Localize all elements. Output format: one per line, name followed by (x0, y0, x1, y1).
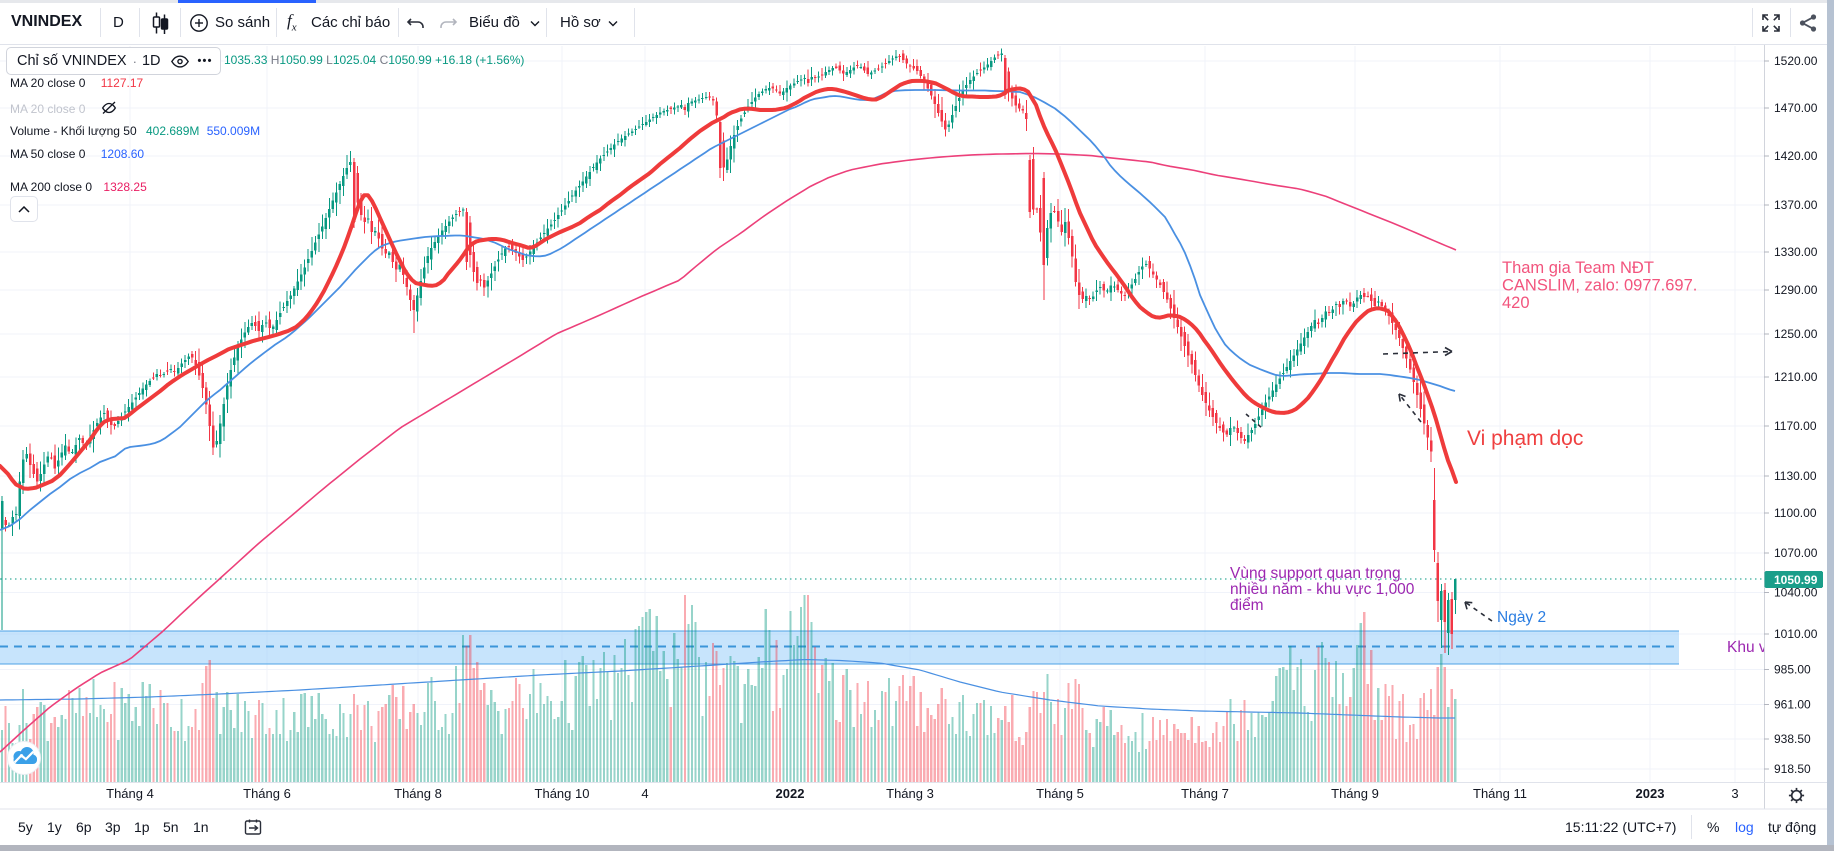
svg-text:Vi phạm dọc: Vi phạm dọc (1467, 427, 1583, 450)
svg-text:điểm: điểm (1230, 597, 1264, 614)
svg-text:Vùng support quan trọng: Vùng support quan trọng (1230, 565, 1401, 582)
svg-text:Tháng 3: Tháng 3 (886, 786, 934, 801)
svg-text:1210.00: 1210.00 (1774, 370, 1818, 384)
svg-text:CANSLIM, zalo: 0977.697.: CANSLIM, zalo: 0977.697. (1502, 277, 1697, 295)
svg-text:420: 420 (1502, 294, 1530, 312)
svg-text:1050.99: 1050.99 (1774, 573, 1818, 587)
svg-text:Tháng 10: Tháng 10 (535, 786, 590, 801)
svg-text:Tham gia Team NĐT: Tham gia Team NĐT (1502, 259, 1654, 277)
svg-text:1170.00: 1170.00 (1774, 419, 1817, 433)
svg-text:1290.00: 1290.00 (1774, 283, 1818, 297)
svg-text:nhiều năm - khu vực 1,000: nhiều năm - khu vực 1,000 (1230, 581, 1415, 598)
svg-text:Tháng 7: Tháng 7 (1181, 786, 1229, 801)
svg-text:1070.00: 1070.00 (1774, 546, 1818, 560)
svg-text:Tháng 5: Tháng 5 (1036, 786, 1084, 801)
svg-text:Tháng 11: Tháng 11 (1473, 786, 1527, 801)
svg-text:Ngày 2: Ngày 2 (1497, 609, 1546, 626)
svg-text:961.00: 961.00 (1774, 698, 1811, 712)
svg-text:1040.00: 1040.00 (1774, 586, 1818, 600)
svg-text:Tháng 6: Tháng 6 (243, 786, 291, 801)
svg-text:1130.00: 1130.00 (1774, 469, 1817, 483)
svg-text:2022: 2022 (776, 786, 805, 801)
svg-text:4: 4 (641, 786, 648, 801)
svg-text:1100.00: 1100.00 (1774, 506, 1817, 520)
svg-text:985.00: 985.00 (1774, 663, 1811, 677)
svg-text:938.50: 938.50 (1774, 732, 1811, 746)
svg-text:3: 3 (1731, 786, 1738, 801)
svg-text:1010.00: 1010.00 (1774, 627, 1818, 641)
svg-text:Tháng 8: Tháng 8 (394, 786, 442, 801)
svg-text:1470.00: 1470.00 (1774, 101, 1818, 115)
svg-text:2023: 2023 (1636, 786, 1665, 801)
svg-text:1370.00: 1370.00 (1774, 198, 1818, 212)
svg-text:1520.00: 1520.00 (1774, 54, 1818, 68)
svg-text:1330.00: 1330.00 (1774, 245, 1818, 259)
svg-text:1420.00: 1420.00 (1774, 149, 1818, 163)
svg-text:Tháng 9: Tháng 9 (1331, 786, 1379, 801)
svg-text:Tháng 4: Tháng 4 (106, 786, 154, 801)
svg-text:918.50: 918.50 (1774, 762, 1811, 776)
svg-text:1250.00: 1250.00 (1774, 327, 1818, 341)
